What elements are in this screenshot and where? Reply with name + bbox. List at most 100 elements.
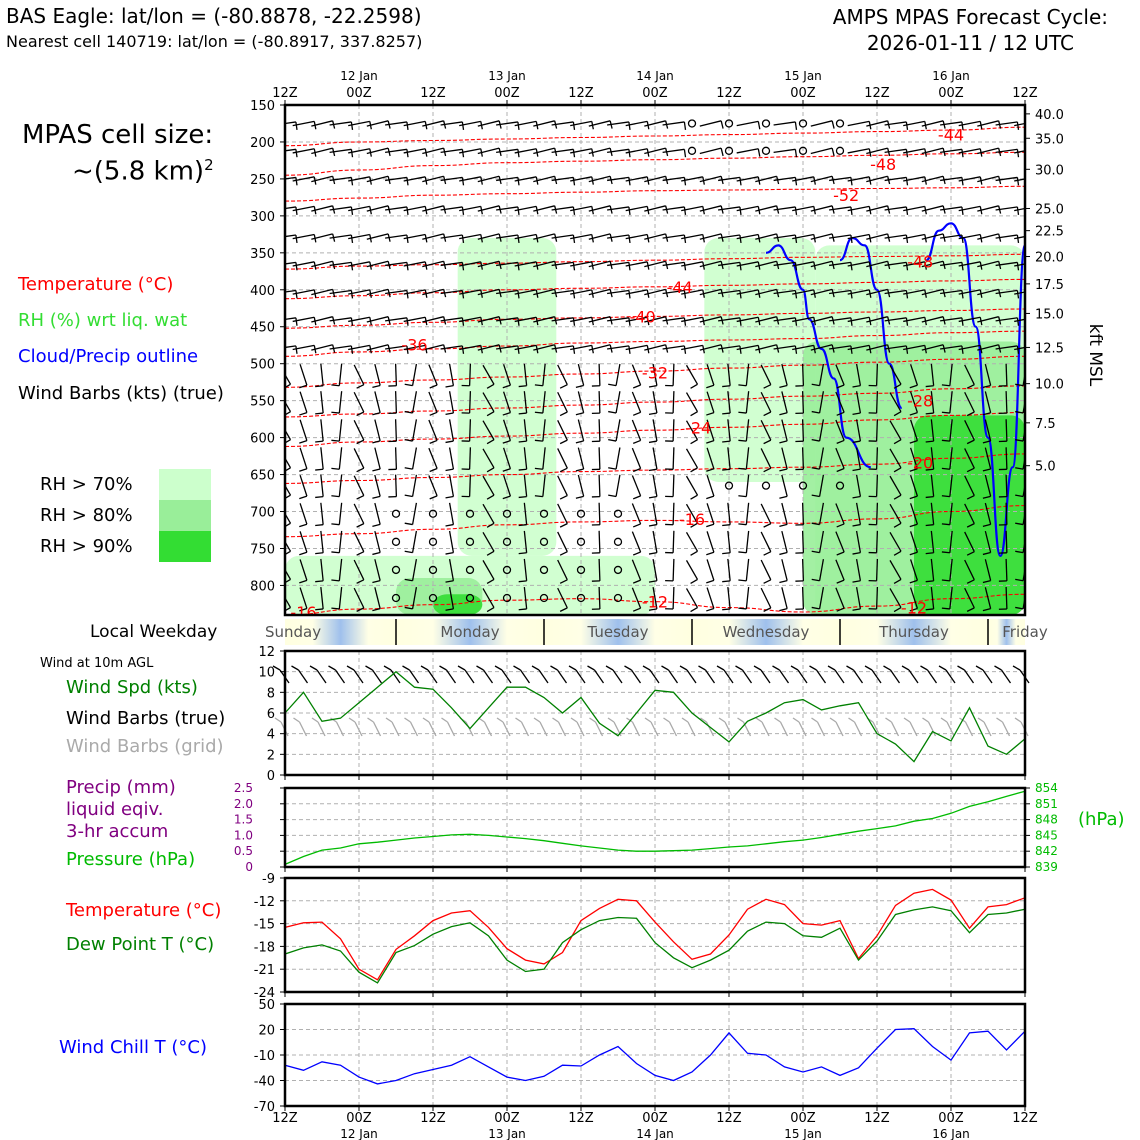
wind-barb (964, 420, 975, 441)
wind-barb-flag (534, 495, 543, 498)
wind-barb (773, 345, 796, 350)
wind-barb-flag (909, 495, 918, 500)
wind-barb (551, 261, 574, 267)
pressure-tick-label: 600 (250, 432, 275, 447)
true-wind-barb-flag (365, 665, 373, 671)
wind-barb-flag (285, 578, 291, 584)
wind-barb (745, 419, 750, 442)
wind-barb-flag (763, 439, 772, 445)
wind-barb-flag (632, 579, 641, 584)
wind-barb-flag (794, 345, 798, 354)
wind-barb-flag (295, 290, 298, 299)
wind-barb (1022, 538, 1025, 553)
wind-barb-flag (905, 121, 909, 130)
wind-barb (523, 474, 528, 497)
wind-barb (348, 344, 370, 351)
true-wind-barb-flag (661, 665, 669, 671)
wind-barb (533, 205, 555, 212)
wind-barb (285, 373, 292, 385)
top-time-tick-label: 00Z (346, 86, 372, 101)
wind-barb-flag (518, 580, 527, 583)
true-wind-barb (593, 669, 605, 684)
wind-barb (801, 586, 805, 610)
wind-barb-flag (628, 206, 631, 215)
calm-wind-marker (539, 565, 549, 575)
wind-barb (577, 474, 585, 497)
grid-wind-barb-flag (404, 717, 411, 723)
wind-barb (292, 148, 315, 154)
dewpoint-line (284, 906, 1026, 984)
wind-barb (329, 121, 352, 126)
pressure-tick-label: 200 (250, 136, 275, 151)
wind-barb (875, 391, 879, 414)
wind-barb-flag (445, 468, 454, 472)
top-date-label: 16 Jan (932, 69, 970, 83)
calm-wind-marker (391, 509, 401, 518)
wind-barb (385, 289, 407, 295)
legend-barbs: Wind Barbs (kts) (true) (18, 383, 224, 404)
wind-barb-flag (315, 412, 324, 415)
wind-barb (448, 474, 455, 497)
wind-barb-flag (925, 385, 934, 388)
wind-barb (792, 176, 814, 182)
legend-rh: RH (%) wrt liq. wat (18, 310, 188, 331)
wind-barb (557, 420, 568, 441)
height-tick-label: 20.0 (1035, 251, 1064, 266)
wind-barb (338, 419, 343, 442)
wind-barb-flag (632, 411, 641, 416)
true-wind-barb-flag (531, 665, 540, 671)
top-time-tick-label: 12Z (568, 86, 594, 101)
wind-barb-flag (811, 522, 820, 526)
pressure-tick-label: 839 (1035, 860, 1058, 874)
wind-barb (588, 316, 611, 323)
wind-barb (847, 261, 870, 267)
rh-area-70 (457, 238, 557, 556)
top-time-tick-label: 00Z (494, 86, 520, 101)
wind-barb-flag (350, 149, 354, 158)
wind-barb (672, 447, 675, 470)
wind-barb (311, 344, 333, 351)
wind-barb (930, 419, 935, 442)
wind-barb (1022, 509, 1025, 525)
wind-barb-flag (356, 439, 365, 445)
wind-barb (755, 260, 777, 268)
wind-barb (551, 345, 574, 350)
wind-barb (1022, 594, 1025, 609)
wind-barb-flag (683, 345, 687, 354)
wind-barb-flag (299, 495, 308, 500)
wind-barb-flag (1016, 121, 1020, 130)
calm-wind-marker (835, 146, 845, 155)
wind-barb-flag (722, 608, 731, 611)
cell-size-exponent: 2 (204, 156, 214, 174)
wind-barb (977, 205, 999, 212)
wind-barb-flag (1015, 550, 1024, 554)
wind-barb (949, 419, 953, 442)
grid-wind-barb (853, 721, 863, 737)
true-wind-barb-flag (642, 665, 651, 671)
wind-barb-flag (794, 177, 798, 186)
wind-barb (958, 261, 981, 267)
wind-barb-flag (738, 411, 747, 414)
wind-barb-flag (572, 149, 576, 158)
wind-barb (801, 558, 805, 581)
wind-barb (374, 530, 381, 553)
true-wind-barb (704, 669, 716, 684)
temperature-tick-label: -12 (254, 895, 275, 910)
height-tick-label: 25.0 (1035, 202, 1064, 217)
wind-barb-flag (285, 522, 291, 528)
wind-barb-flag (909, 551, 918, 556)
wind-barb-flag (1015, 467, 1024, 470)
wind-barb (440, 121, 463, 126)
wind-barb (411, 530, 418, 553)
wind-barb-flag (315, 440, 324, 443)
calm-wind-marker (835, 119, 845, 128)
wind-barb (995, 121, 1018, 126)
wind-barb (514, 205, 537, 212)
wind-barb (588, 175, 611, 183)
wind-tick-label: 2 (267, 748, 275, 763)
wind-barb (631, 559, 642, 581)
grid-wind-barb (724, 721, 733, 737)
wind-barb (523, 447, 528, 470)
wind-barb-flag (517, 262, 520, 271)
forecast-cycle-line2: 2026-01-11 / 12 UTC (866, 31, 1074, 55)
